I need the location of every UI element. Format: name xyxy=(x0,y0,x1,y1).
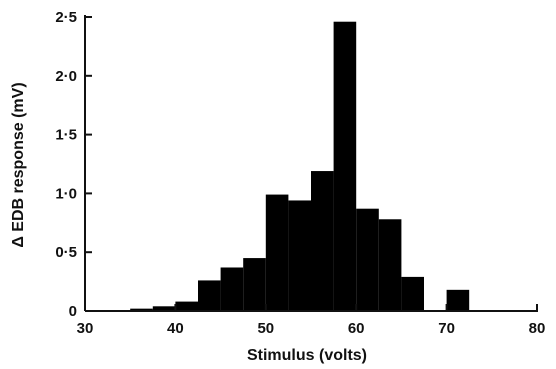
histogram-bar-9 xyxy=(333,21,357,311)
histogram-bar-11 xyxy=(378,219,402,311)
histogram-bar-13 xyxy=(446,289,470,311)
y-tick-label: 1·0 xyxy=(55,185,77,202)
histogram-bar-5 xyxy=(243,258,266,311)
y-tick-label: 0·5 xyxy=(55,244,77,261)
y-tick-label: 0 xyxy=(69,303,77,320)
x-tick-label: 40 xyxy=(167,320,184,337)
histogram-bar-6 xyxy=(265,194,289,311)
axis-ticks: 30 40 50 60 70 80 0 0·5 1·0 1·5 2·0 2·5 xyxy=(55,9,545,337)
x-axis-title: Stimulus (volts) xyxy=(247,347,367,364)
histogram-bars xyxy=(130,21,470,311)
histogram-bar-0 xyxy=(130,308,153,311)
histogram-bar-1 xyxy=(152,306,176,311)
y-tick-label: 2·5 xyxy=(55,9,77,26)
x-tick-label: 60 xyxy=(348,320,365,337)
x-tick-label: 30 xyxy=(77,320,94,337)
x-tick-label: 50 xyxy=(257,320,274,337)
histogram-bar-7 xyxy=(288,200,311,311)
histogram-bar-3 xyxy=(198,280,221,311)
y-axis-title: Δ EDB response (mV) xyxy=(10,82,27,247)
x-tick-label: 70 xyxy=(438,320,455,337)
y-tick-label: 1·5 xyxy=(55,127,77,144)
y-tick-label: 2·0 xyxy=(55,68,77,85)
x-tick-label: 80 xyxy=(529,320,546,337)
histogram-bar-2 xyxy=(175,301,198,311)
histogram-bar-10 xyxy=(356,208,379,311)
histogram-bar-12 xyxy=(401,276,424,311)
histogram-bar-8 xyxy=(311,171,334,311)
histogram-bar-4 xyxy=(220,267,244,311)
